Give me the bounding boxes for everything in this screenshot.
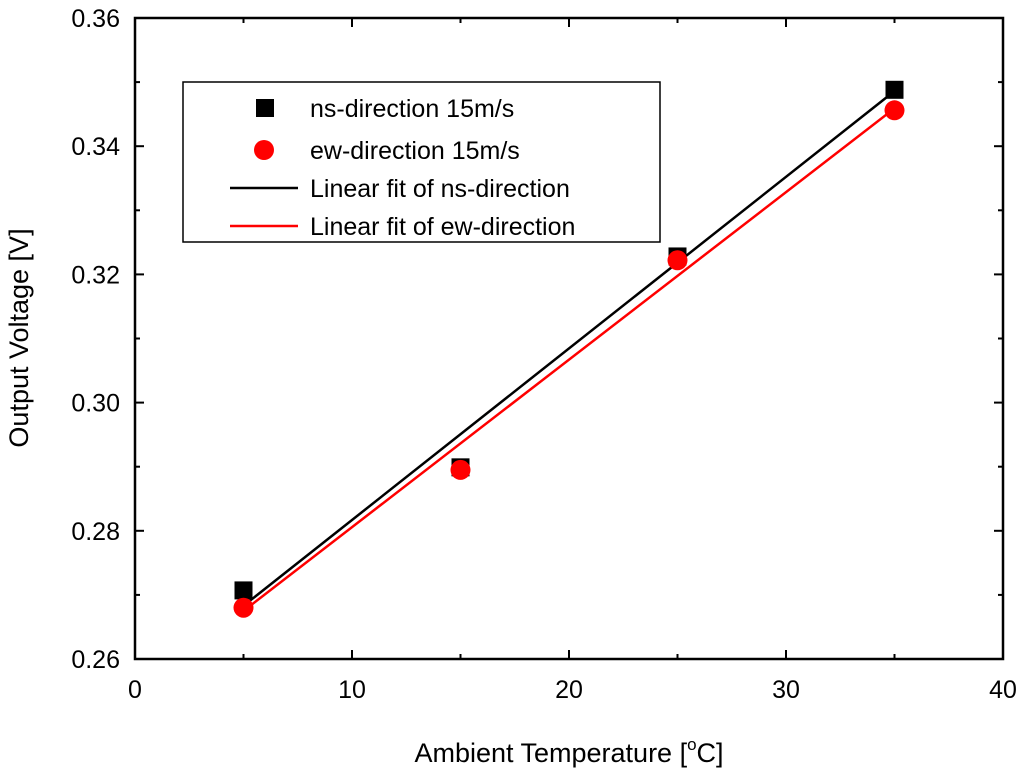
legend-label-ew-fit: Linear fit of ew-direction bbox=[310, 213, 575, 241]
legend-label-ns: ns-direction 15m/s bbox=[310, 95, 514, 123]
ew-data-point bbox=[233, 597, 254, 618]
ns-data-point bbox=[234, 581, 253, 600]
x-tick-label: 20 bbox=[555, 676, 583, 704]
x-tick-label: 10 bbox=[338, 676, 366, 704]
y-tick-label: 0.26 bbox=[71, 646, 120, 674]
x-tick-label: 40 bbox=[989, 676, 1017, 704]
x-axis-title: Ambient Temperature [oC] bbox=[414, 735, 723, 768]
ns-fit-line bbox=[242, 90, 896, 607]
x-tick-label: 30 bbox=[772, 676, 800, 704]
y-tick-label: 0.36 bbox=[71, 5, 120, 33]
x-tick-label: 0 bbox=[128, 676, 142, 704]
y-tick-label: 0.32 bbox=[71, 261, 120, 289]
y-axis-title: Output Voltage [V] bbox=[4, 228, 34, 447]
legend: ns-direction 15m/s ew-direction 15m/s Li… bbox=[182, 81, 661, 243]
legend-marker-ew bbox=[254, 140, 274, 160]
ew-data-point bbox=[667, 250, 688, 271]
legend-label-ew: ew-direction 15m/s bbox=[310, 137, 520, 165]
ns-data-point bbox=[885, 80, 904, 99]
ew-data-point bbox=[450, 459, 471, 480]
data-points bbox=[233, 80, 905, 618]
y-tick-label: 0.30 bbox=[71, 390, 120, 418]
ew-fit-line bbox=[242, 107, 896, 612]
axis-ticks bbox=[134, 17, 1004, 660]
fit-lines bbox=[242, 90, 896, 612]
axis-tick-labels: 0 10 20 30 40 0.26 0.28 0.30 0.32 0.34 0.36 bbox=[71, 5, 1017, 704]
legend-label-ns-fit: Linear fit of ns-direction bbox=[310, 175, 570, 203]
y-tick-label: 0.28 bbox=[71, 518, 120, 546]
y-tick-label: 0.34 bbox=[71, 133, 120, 161]
legend-marker-ns bbox=[256, 99, 274, 117]
ew-data-point bbox=[884, 100, 905, 121]
